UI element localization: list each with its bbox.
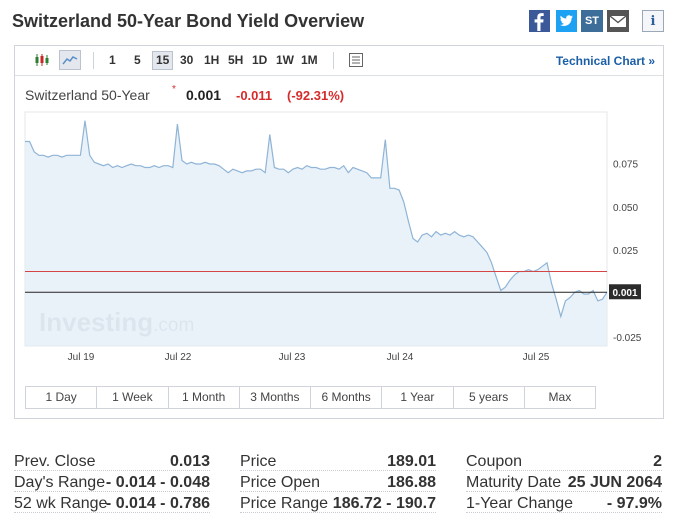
x-tick-label: Jul 19 bbox=[68, 352, 95, 363]
stat-value: 186.88 bbox=[387, 474, 436, 491]
instrument-price: 0.001 bbox=[186, 87, 222, 103]
stat-value: 2 bbox=[653, 453, 662, 470]
stat-row: Day's Range - 0.014 - 0.048 bbox=[14, 471, 210, 492]
stat-label: Day's Range bbox=[14, 474, 106, 491]
stat-label: Price Range bbox=[240, 495, 329, 512]
info-button[interactable]: i bbox=[642, 10, 664, 32]
y-tick-label: -0.025 bbox=[613, 333, 642, 344]
chart-toolbar: 1 5 15 30 1H 5H 1D 1W 1M Technical Chart… bbox=[15, 46, 663, 76]
stat-label: Prev. Close bbox=[14, 453, 96, 470]
candlestick-icon bbox=[35, 54, 49, 66]
x-tick-label: Jul 22 bbox=[165, 352, 192, 363]
twitter-share-button[interactable] bbox=[556, 10, 577, 32]
info-icon: i bbox=[650, 13, 656, 29]
instrument-change-percent: (-92.31%) bbox=[287, 88, 345, 103]
stat-row: Price Open 186.88 bbox=[240, 471, 436, 492]
stat-row: 1-Year Change - 97.9% bbox=[466, 492, 662, 513]
stocktwits-label: ST bbox=[584, 15, 600, 27]
stat-value: 189.01 bbox=[387, 453, 436, 470]
current-value-badge bbox=[609, 284, 641, 300]
twitter-icon bbox=[559, 15, 573, 26]
toolbar-divider bbox=[93, 52, 94, 69]
facebook-share-button[interactable] bbox=[529, 10, 550, 32]
range-1-year[interactable]: 1 Year bbox=[382, 387, 454, 408]
chart-panel: 1 5 15 30 1H 5H 1D 1W 1M Technical Chart… bbox=[14, 45, 664, 419]
table-icon bbox=[349, 53, 363, 67]
x-tick-label: Jul 23 bbox=[279, 352, 306, 363]
technical-chart-link[interactable]: Technical Chart » bbox=[555, 54, 655, 68]
interval-1h[interactable]: 1H bbox=[204, 53, 220, 67]
mail-icon bbox=[609, 15, 627, 27]
area-chart-button[interactable] bbox=[59, 50, 81, 70]
current-value-label: 0.001 bbox=[612, 288, 637, 299]
interval-5[interactable]: 5 bbox=[134, 53, 141, 67]
range-max[interactable]: Max bbox=[524, 387, 595, 408]
stat-label: 1-Year Change bbox=[466, 495, 574, 512]
yield-chart[interactable]: Investing.com0.0010.0750.0500.025-0.025J… bbox=[15, 46, 663, 386]
instrument-name: Switzerland 50-Year bbox=[25, 87, 150, 103]
series-area-fill bbox=[25, 120, 607, 346]
email-share-button[interactable] bbox=[607, 10, 629, 32]
stat-label: 52 wk Range bbox=[14, 495, 108, 512]
stat-label: Maturity Date bbox=[466, 474, 562, 491]
interval-1d[interactable]: 1D bbox=[252, 53, 268, 67]
range-1-week[interactable]: 1 Week bbox=[97, 387, 169, 408]
stat-value: 0.013 bbox=[169, 453, 210, 470]
interval-30[interactable]: 30 bbox=[180, 53, 194, 67]
stocktwits-share-button[interactable]: ST bbox=[581, 10, 603, 32]
area-chart-icon bbox=[62, 56, 78, 65]
stat-value: - 0.014 - 0.786 bbox=[105, 495, 210, 512]
stat-label: Coupon bbox=[466, 453, 523, 470]
stat-value: 186.72 - 190.7 bbox=[332, 495, 436, 512]
stat-value: - 0.014 - 0.048 bbox=[105, 474, 210, 491]
stat-row: 52 wk Range - 0.014 - 0.786 bbox=[14, 492, 210, 513]
time-range-selector: 1 Day 1 Week 1 Month 3 Months 6 Months 1… bbox=[25, 386, 596, 409]
range-5-years[interactable]: 5 years bbox=[453, 387, 525, 408]
interval-1w[interactable]: 1W bbox=[276, 53, 294, 67]
range-3-months[interactable]: 3 Months bbox=[239, 387, 311, 408]
series-line bbox=[25, 120, 608, 319]
y-tick-label: 0.075 bbox=[613, 160, 638, 171]
stat-row: Price 189.01 bbox=[240, 450, 436, 471]
interval-1[interactable]: 1 bbox=[109, 53, 116, 67]
stat-value: 25 JUN 2064 bbox=[567, 474, 662, 491]
stat-label: Price Open bbox=[240, 474, 321, 491]
range-1-day[interactable]: 1 Day bbox=[26, 387, 98, 408]
instrument-change: -0.011 bbox=[236, 88, 273, 103]
interval-5h[interactable]: 5H bbox=[228, 53, 244, 67]
stat-row: Price Range 186.72 - 190.7 bbox=[240, 492, 436, 513]
x-tick-label: Jul 25 bbox=[523, 352, 550, 363]
facebook-icon bbox=[534, 13, 544, 31]
x-tick-label: Jul 24 bbox=[387, 352, 414, 363]
stat-row: Coupon 2 bbox=[466, 450, 662, 471]
stat-value: - 97.9% bbox=[606, 495, 662, 512]
range-6-months[interactable]: 6 Months bbox=[311, 387, 383, 408]
toolbar-divider bbox=[333, 52, 334, 69]
range-1-month[interactable]: 1 Month bbox=[168, 387, 240, 408]
stat-row: Maturity Date 25 JUN 2064 bbox=[466, 471, 662, 492]
y-tick-label: 0.050 bbox=[613, 203, 638, 214]
data-table-button[interactable] bbox=[345, 50, 367, 70]
page-title: Switzerland 50-Year Bond Yield Overview bbox=[12, 11, 365, 31]
stat-row: Prev. Close 0.013 bbox=[14, 450, 210, 471]
y-tick-label: 0.025 bbox=[613, 246, 638, 257]
interval-1m[interactable]: 1M bbox=[301, 53, 318, 67]
delayed-marker: * bbox=[172, 84, 176, 95]
stat-label: Price bbox=[240, 453, 277, 470]
candlestick-chart-button[interactable] bbox=[31, 50, 53, 70]
interval-15[interactable]: 15 bbox=[152, 51, 174, 70]
